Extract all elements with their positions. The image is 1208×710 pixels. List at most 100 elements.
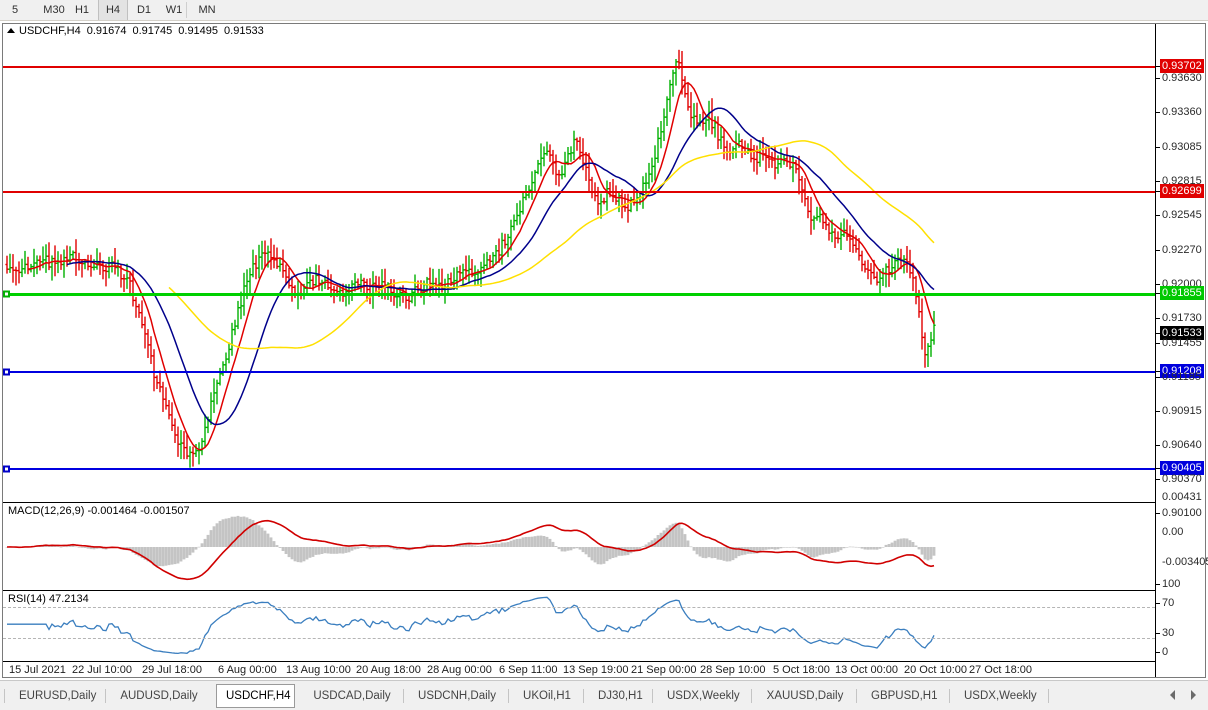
rsi-scale-tick [1156,633,1160,634]
timeframe-button-h4[interactable]: H4 [98,0,128,20]
time-axis-label: 21 Sep 00:00 [631,664,697,676]
scroll-right-icon[interactable] [1191,690,1196,700]
rsi-scale-label: 70 [1162,597,1175,609]
level-handle-0.91208[interactable] [3,368,10,376]
timeframe-button-w1[interactable]: W1 [165,4,183,16]
price-scale-tick [1156,411,1160,412]
price-scale-tick [1156,147,1160,148]
price-scale[interactable]: 0.93702 0.93630 0.93360 0.93085 0.92815 0.926… [1155,24,1208,677]
rsi-scale-tick [1156,603,1160,604]
collapse-triangle-icon[interactable] [7,28,15,33]
price-scale-tick [1156,250,1160,251]
level-line-0.90405[interactable] [3,468,1155,470]
price-scale-tick [1156,377,1160,378]
time-axis-label: 29 Jul 18:00 [142,664,202,676]
chart-high-value: 0.91745 [132,25,173,37]
level-line-0.93702[interactable] [3,66,1155,68]
macd-chart-canvas [5,515,936,581]
timeframe-button-mn[interactable]: MN [198,4,216,16]
pane-divider-macd [3,502,1205,503]
price-scale-tick [1156,468,1160,469]
tab-separator [652,689,653,703]
tab-separator [1048,689,1049,703]
timeframe-button-m30[interactable]: M30 [43,4,65,16]
level-line-0.91855[interactable] [3,293,1155,296]
tab-separator [508,689,509,703]
timeframe-button-5[interactable]: 5 [11,4,19,16]
price-level-label-green: 0.91855 [1160,286,1204,300]
price-level-label-red: 0.92699 [1160,184,1204,198]
macd-pane[interactable] [3,503,1155,590]
rsi-scale-label: 100 [1162,578,1181,590]
price-level-label-red: 0.93702 [1160,59,1204,73]
tab-separator [105,689,106,703]
timeframe-button-h1[interactable]: H1 [74,4,90,16]
pane-divider-rsi [3,590,1205,591]
tab-separator [856,689,857,703]
price-scale-label: 0.90640 [1162,439,1202,451]
time-axis-label: 13 Sep 19:00 [563,664,629,676]
level-handle-0.91855[interactable] [3,290,10,298]
scroll-left-icon[interactable] [1170,690,1175,700]
time-axis-label: 6 Aug 00:00 [218,664,277,676]
time-axis-label: 22 Jul 10:00 [72,664,132,676]
symbol-tab-gbpusd-h1[interactable]: GBPUSD,H1 [871,690,938,702]
symbol-tab-usdx-weekly[interactable]: USDX,Weekly [667,690,740,702]
symbol-tab-usdchf-h4[interactable]: USDCHF,H4 [216,684,295,708]
level-line-0.92699[interactable] [3,191,1155,193]
symbol-tab-ukoil-h1[interactable]: UKOil,H1 [523,690,571,702]
time-axis-label: 13 Oct 00:00 [835,664,898,676]
rsi-chart-canvas [7,596,935,655]
chart-symbol-label: USDCHF,H4 [19,25,81,37]
price-scale-label: 0.91730 [1162,312,1202,324]
time-axis-label: 13 Aug 10:00 [286,664,351,676]
time-axis-label: 28 Aug 00:00 [427,664,492,676]
price-scale-label: 0.91185 [1162,371,1201,383]
time-axis-label: 15 Jul 2021 [9,664,66,676]
price-scale-tick [1156,78,1160,79]
symbol-tab-eurusd-daily[interactable]: EURUSD,Daily [19,690,97,702]
symbol-tab-bar: EURUSD,Daily AUDUSD,Daily USDCHF,H4 USDCAD,… [0,680,1208,710]
price-chart-canvas[interactable] [3,39,1155,502]
tab-separator [4,689,5,703]
chart-header: USDCHF,H4 0.91674 0.91745 0.91495 0.91533 [3,24,1205,39]
price-scale-label: 0.92545 [1162,209,1202,221]
price-level-label-blue: 0.90405 [1160,461,1204,475]
price-scale-tick [1156,66,1160,67]
tab-separator [583,689,584,703]
price-level-label-blue: 0.91208 [1160,364,1204,378]
level-line-0.91208[interactable] [3,371,1155,373]
price-scale-label: 0.92270 [1162,244,1202,256]
macd-label: MACD(12,26,9) -0.001464 -0.001507 [8,505,190,517]
level-handle-0.90405[interactable] [3,465,10,473]
tab-separator [949,689,950,703]
macd-scale-label: 0.00 [1162,526,1184,538]
rsi-pane[interactable] [3,591,1155,661]
symbol-tab-dj30-h1[interactable]: DJ30,H1 [598,690,643,702]
price-pane[interactable] [3,39,1155,502]
timeframe-button-d1[interactable]: D1 [136,4,152,16]
time-axis-label: 20 Oct 10:00 [904,664,967,676]
chart-close-value: 0.91533 [224,25,264,37]
price-scale-tick [1156,343,1160,344]
price-scale-tick [1156,215,1160,216]
rsi-scale-label: 30 [1162,627,1175,639]
price-scale-label: 0.93085 [1162,141,1202,153]
price-scale-tick [1156,318,1160,319]
symbol-tab-audusd-daily[interactable]: AUDUSD,Daily [120,690,198,702]
symbol-tab-usdx-weekly[interactable]: USDX,Weekly [964,690,1037,702]
rsi-level-70-line [3,607,1155,608]
time-axis: 15 Jul 2021 22 Jul 10:00 29 Jul 18:00 6 Aug… [3,661,1205,677]
symbol-tab-xauusd-daily[interactable]: XAUUSD,Daily [766,690,844,702]
price-scale-tick [1156,479,1160,480]
macd-scale-label: 0.00431 [1162,491,1202,503]
symbol-tab-usdcad-daily[interactable]: USDCAD,Daily [313,690,391,702]
price-scale-tick [1156,293,1160,294]
rsi-scale-tick [1156,652,1160,653]
time-axis-label: 28 Sep 10:00 [700,664,766,676]
price-scale-label: 0.90100 [1162,507,1202,519]
price-scale-label: 0.93630 [1162,72,1202,84]
symbol-tab-usdcnh-daily[interactable]: USDCNH,Daily [418,690,496,702]
price-scale-tick [1156,371,1160,372]
